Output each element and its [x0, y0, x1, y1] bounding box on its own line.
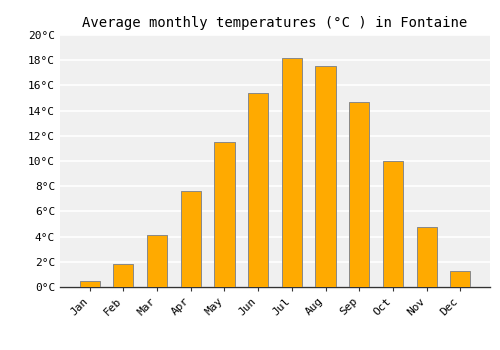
Bar: [316, 66, 336, 287]
Bar: [147, 235, 167, 287]
Bar: [214, 142, 234, 287]
Bar: [416, 226, 437, 287]
Bar: [113, 264, 134, 287]
Bar: [282, 58, 302, 287]
Bar: [349, 102, 370, 287]
Bar: [248, 93, 268, 287]
Bar: [80, 281, 100, 287]
Title: Average monthly temperatures (°C ) in Fontaine: Average monthly temperatures (°C ) in Fo…: [82, 16, 468, 30]
Bar: [383, 161, 403, 287]
Bar: [450, 271, 470, 287]
Bar: [180, 191, 201, 287]
